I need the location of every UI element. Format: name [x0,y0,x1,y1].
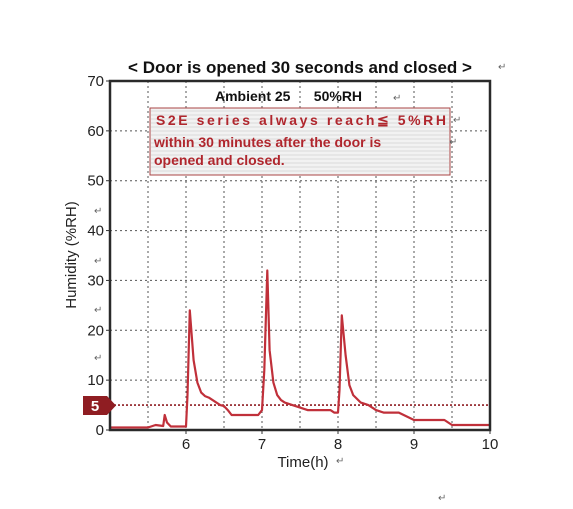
x-tick-label: 8 [334,436,342,453]
svg-text:↵: ↵ [94,206,102,217]
y-tick-label: 10 [87,372,104,389]
y-axis-ticks: 0 10 20 30 40 50 60 70 [87,73,110,439]
x-tick-label: 9 [410,436,418,453]
paragraph-marks-margin: ↵ ↵ ↵ ↵ ↵ [94,206,446,504]
x-tick-label: 6 [182,436,190,453]
paragraph-mark: ↵ [498,62,506,73]
x-tick-label: 7 [258,436,266,453]
ambient-condition: Ambient 25 50%RH [215,88,362,104]
humidity-series-line [110,269,490,429]
svg-text:↵: ↵ [438,493,446,504]
annotation-line-3: opened and closed. [154,152,285,168]
reference-value-label: 5 [91,398,99,415]
chart-title: < Door is opened 30 seconds and closed > [128,58,472,77]
annotation-line-2: within 30 minutes after the door is [153,134,381,150]
x-axis-ticks: 6 7 8 9 10 [182,430,499,453]
reference-marker-5: 5 [83,396,116,415]
paragraph-mark: ↵ [393,93,401,104]
paragraph-mark: ↵ [453,115,461,126]
svg-text:↵: ↵ [94,256,102,267]
plot-frame [108,79,492,432]
svg-text:↵: ↵ [94,353,102,364]
y-axis-label: Humidity (%RH) [63,201,80,309]
y-tick-label: 50 [87,173,104,190]
y-tick-label: 0 [96,422,104,439]
x-tick-label: 10 [482,436,499,453]
y-tick-label: 60 [87,123,104,140]
annotation-stripes [151,110,449,172]
paragraph-mark: ↵ [336,456,344,467]
paragraph-mark: ↵ [449,137,457,148]
y-tick-label: 30 [87,272,104,289]
x-axis-label: Time(h) [277,454,328,471]
y-tick-label: 70 [87,73,104,90]
y-tick-label: 20 [87,322,104,339]
annotation-box: S2E series always reach≦ 5%RH within 30 … [149,107,451,176]
y-tick-label: 40 [87,223,104,240]
annotation-line-1: S2E series always reach≦ 5%RH [156,112,446,128]
svg-text:↵: ↵ [94,305,102,316]
